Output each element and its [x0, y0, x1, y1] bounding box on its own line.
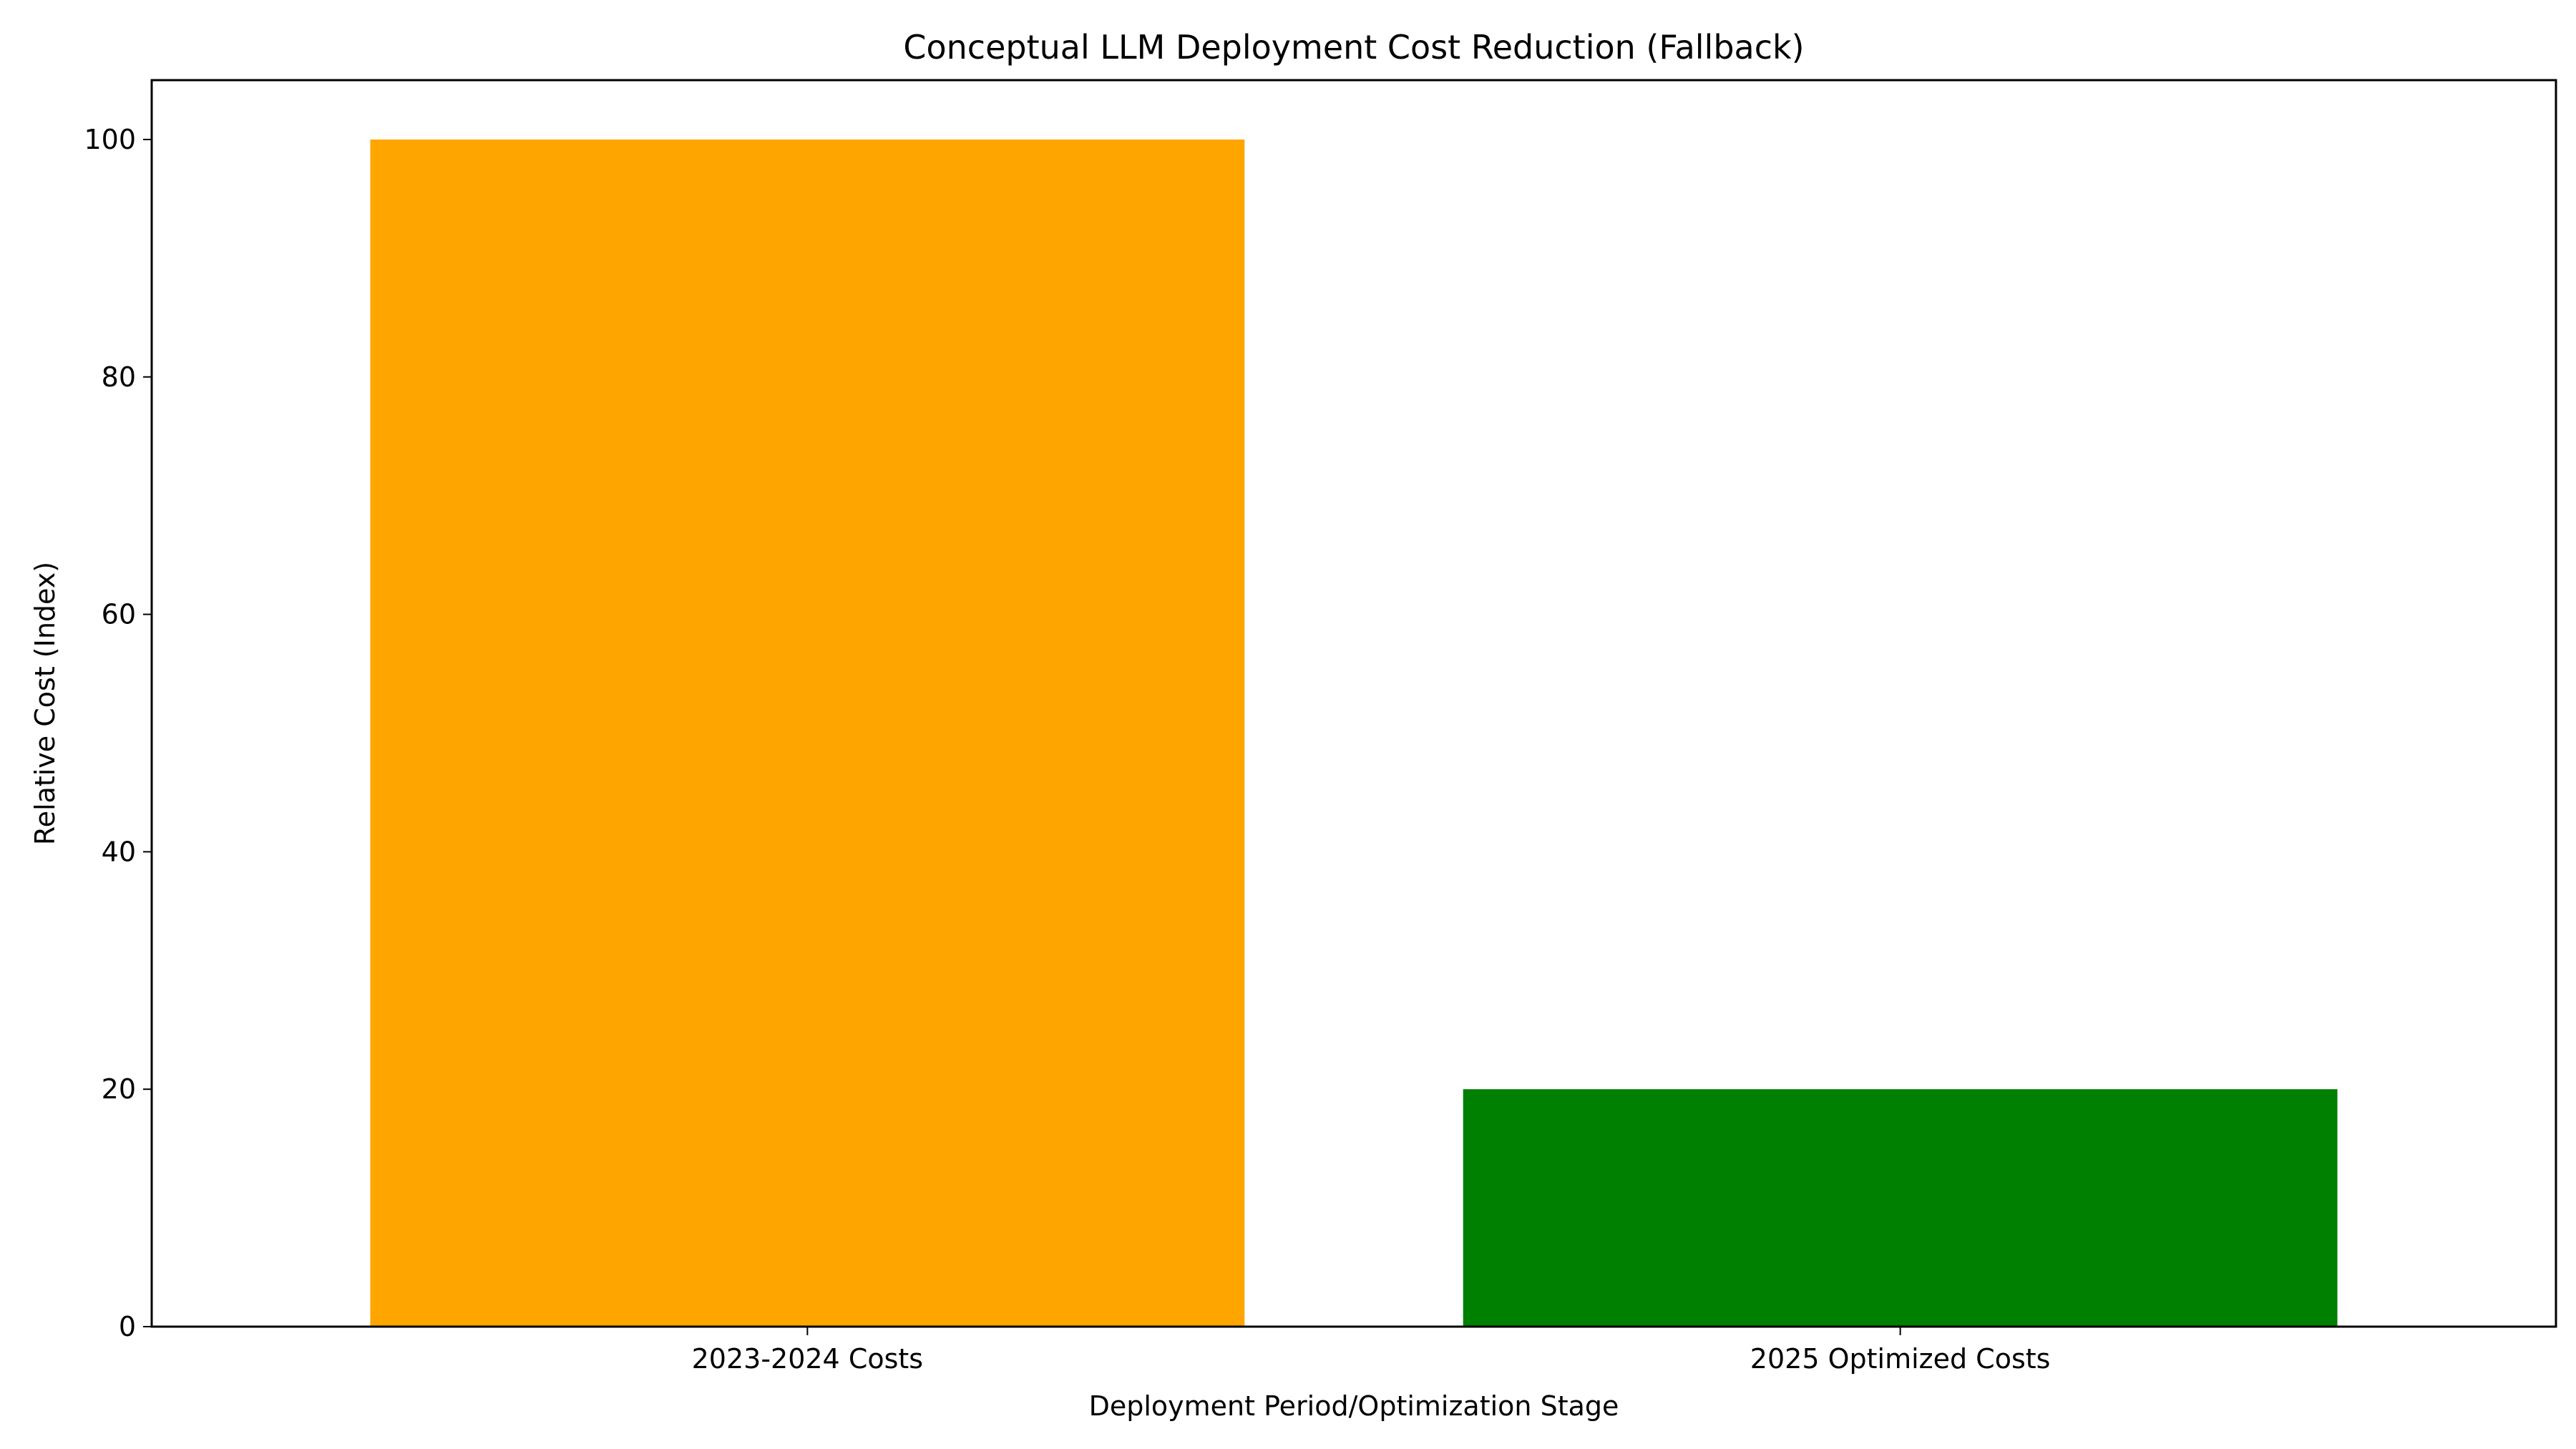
x-axis-label: Deployment Period/Optimization Stage [1089, 1390, 1619, 1422]
bar-2 [1463, 1089, 2338, 1327]
y-axis-label: Relative Cost (Index) [29, 562, 61, 845]
x-tick-label: 2023-2024 Costs [692, 1343, 923, 1375]
y-tick-label: 20 [102, 1073, 136, 1105]
x-tick-label: 2025 Optimized Costs [1750, 1343, 2051, 1375]
x-axis-ticks: 2023-2024 Costs 2025 Optimized Costs [692, 1327, 2051, 1375]
chart-title: Conceptual LLM Deployment Cost Reduction… [903, 28, 1804, 67]
plot-frame [150, 79, 2557, 1328]
bars-group [370, 139, 2338, 1327]
y-tick-label: 60 [102, 599, 136, 630]
y-tick-label: 80 [102, 361, 136, 393]
y-tick-label: 40 [102, 836, 136, 867]
bar-1 [370, 139, 1245, 1327]
y-tick-label: 100 [84, 124, 136, 155]
y-axis-ticks: 0 20 40 60 80 100 [84, 124, 152, 1342]
y-tick-label: 0 [119, 1311, 136, 1342]
